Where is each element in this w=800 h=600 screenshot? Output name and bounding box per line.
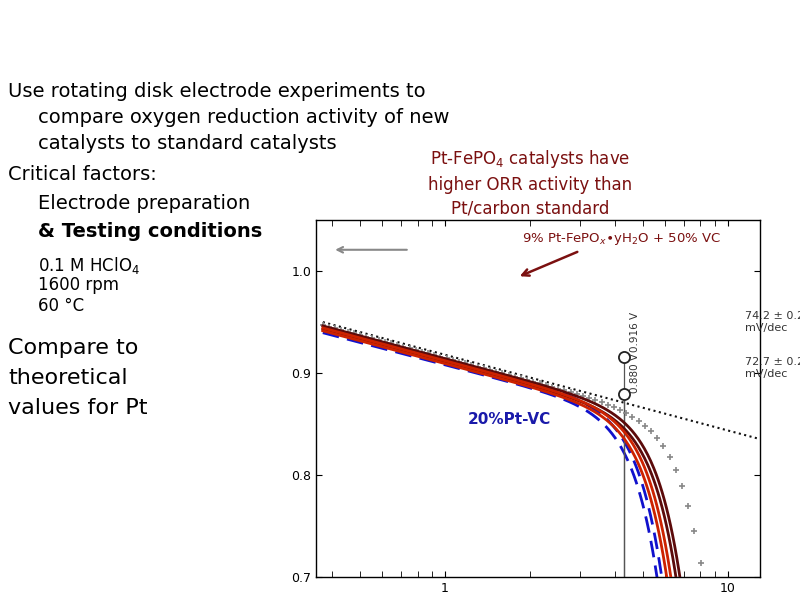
Text: 9% Pt-FePO$_x$$\bullet$yH$_2$O + 50% VC: 9% Pt-FePO$_x$$\bullet$yH$_2$O + 50% VC — [522, 230, 721, 247]
Text: 1600 rpm: 1600 rpm — [38, 276, 119, 294]
Text: Electrode preparation: Electrode preparation — [38, 194, 250, 213]
Text: Pt-FePO$_4$ catalysts have
higher ORR activity than
Pt/carbon standard: Pt-FePO$_4$ catalysts have higher ORR ac… — [428, 148, 632, 217]
Text: compare oxygen reduction activity of new: compare oxygen reduction activity of new — [38, 108, 450, 127]
Text: catalysts to standard catalysts: catalysts to standard catalysts — [38, 134, 337, 153]
Text: 0.916 V: 0.916 V — [630, 312, 640, 352]
Text: values for Pt: values for Pt — [8, 398, 147, 418]
Text: Use rotating disk electrode experiments to: Use rotating disk electrode experiments … — [8, 82, 426, 101]
Text: 60 °C: 60 °C — [38, 297, 84, 315]
Text: & Testing conditions: & Testing conditions — [38, 222, 262, 241]
Text: 0.880 V: 0.880 V — [630, 353, 640, 393]
Text: 74.2 ± 0.2
mV/dec: 74.2 ± 0.2 mV/dec — [745, 311, 800, 333]
Text: Pt-Fe.PO$_x$/Vulcan C as ORR catalysts: Pt-Fe.PO$_x$/Vulcan C as ORR catalysts — [14, 12, 800, 61]
Text: theoretical: theoretical — [8, 368, 128, 388]
Text: Critical factors:: Critical factors: — [8, 165, 157, 184]
Text: Compare to: Compare to — [8, 338, 138, 358]
Text: 20%Pt-VC: 20%Pt-VC — [467, 412, 550, 427]
Text: 0.1 M HClO$_4$: 0.1 M HClO$_4$ — [38, 255, 140, 276]
Text: 72.7 ± 0.2
mV/dec: 72.7 ± 0.2 mV/dec — [745, 358, 800, 379]
